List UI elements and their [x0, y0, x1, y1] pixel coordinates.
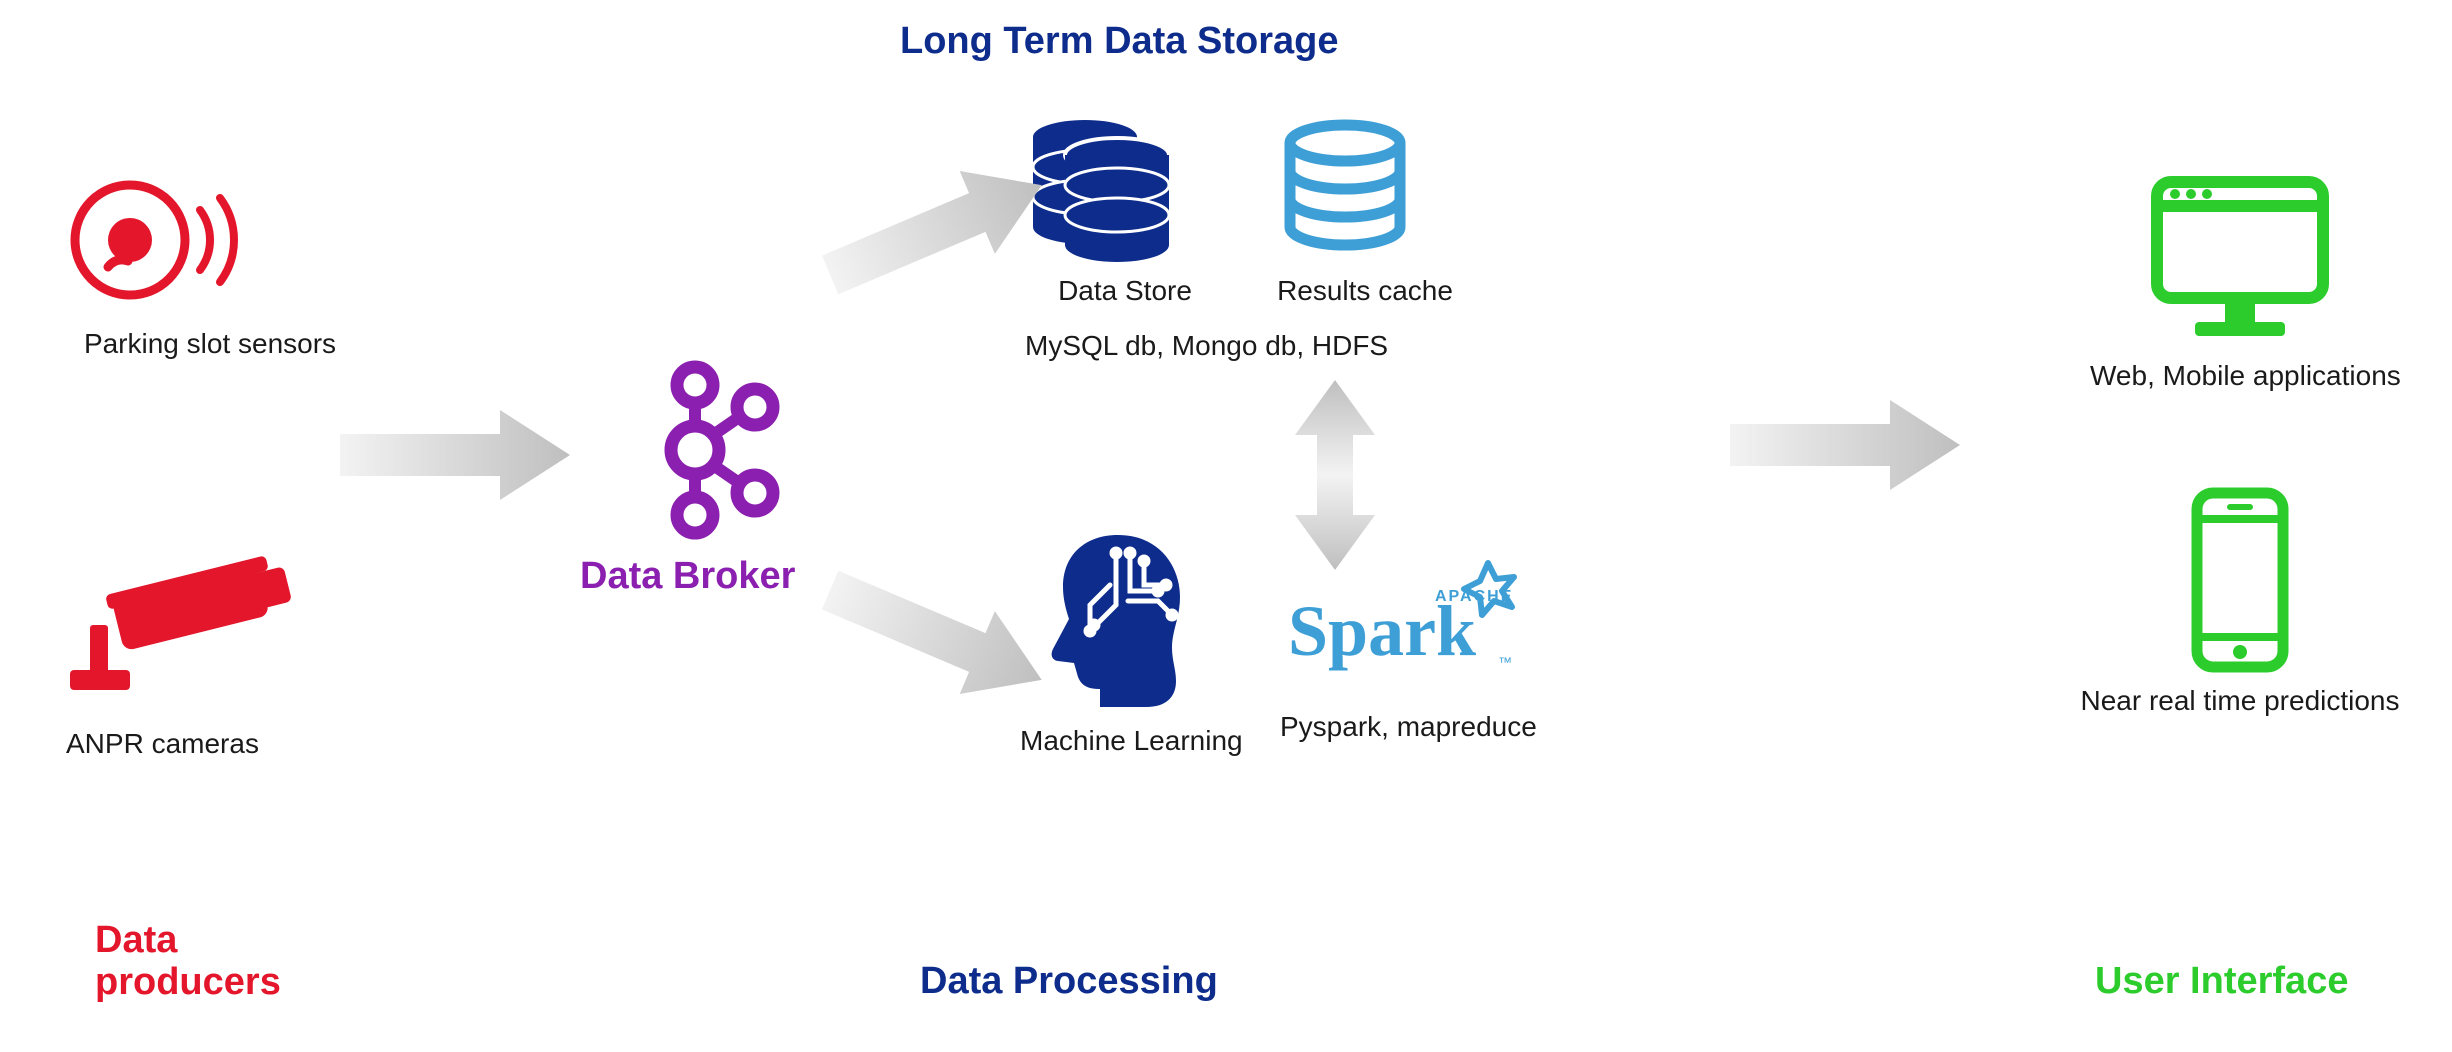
- processing-section-title: Data Processing: [920, 960, 1218, 1003]
- db-tech-label-wrap: MySQL db, Mongo db, HDFS: [1025, 330, 1485, 362]
- ml-label: Machine Learning: [1020, 725, 1250, 757]
- camera-label: ANPR cameras: [60, 728, 360, 760]
- arrow-producers-to-broker: [340, 410, 570, 500]
- producers-line1: Data: [95, 919, 177, 961]
- svg-text:Spark: Spark: [1288, 591, 1476, 671]
- svg-text:™: ™: [1498, 654, 1512, 670]
- mobile-node: Near real time predictions: [2075, 485, 2405, 717]
- web-label: Web, Mobile applications: [2090, 360, 2390, 392]
- arrow-storage-processing: [1295, 380, 1375, 570]
- datastore-label: Data Store: [1020, 275, 1230, 307]
- producers-section-title: Data producers: [95, 920, 281, 1004]
- kafka-icon: [640, 355, 790, 545]
- spark-node: APACHE Spark ™ Pyspark, mapreduce: [1280, 545, 1580, 743]
- diagram-canvas: Long Term Data Storage Data Processing D…: [0, 0, 2452, 1052]
- cache-icon: [1260, 115, 1430, 265]
- cache-node: Results cache: [1260, 115, 1470, 307]
- web-node: Web, Mobile applications: [2090, 170, 2390, 392]
- producers-line2: producers: [95, 961, 281, 1003]
- ui-section-title: User Interface: [2095, 960, 2348, 1003]
- ml-head-icon: [1020, 525, 1190, 715]
- db-tech-label: MySQL db, Mongo db, HDFS: [1025, 330, 1485, 362]
- storage-section-title: Long Term Data Storage: [900, 20, 1338, 63]
- monitor-icon: [2145, 170, 2335, 350]
- spark-label: Pyspark, mapreduce: [1280, 711, 1580, 743]
- sensor-icon: [60, 160, 260, 320]
- broker-node: [640, 355, 790, 545]
- broker-section-title: Data Broker: [580, 555, 795, 598]
- sensor-node: Parking slot sensors: [60, 160, 360, 360]
- sensor-label: Parking slot sensors: [60, 328, 360, 360]
- database-icon: [1020, 115, 1190, 265]
- cache-label: Results cache: [1260, 275, 1470, 307]
- mobile-icon: [2185, 485, 2295, 675]
- arrow-processing-to-ui: [1730, 400, 1960, 490]
- camera-icon: [60, 530, 320, 720]
- mobile-label: Near real time predictions: [2075, 685, 2405, 717]
- camera-node: ANPR cameras: [60, 530, 360, 760]
